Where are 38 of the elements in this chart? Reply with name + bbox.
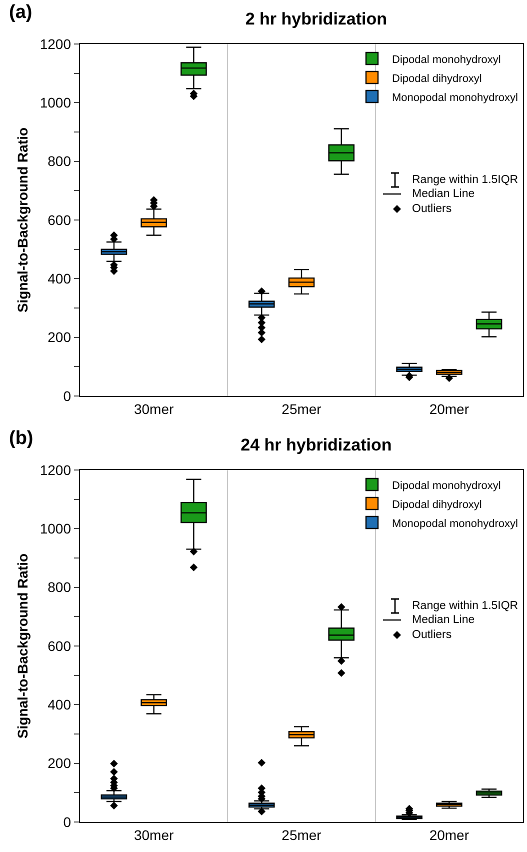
y-tick-label: 800 [48, 153, 72, 170]
y-axis-title: Signal-to-Background Ratio [14, 127, 31, 313]
legend-label: Dipodal monohydroxyl [392, 54, 501, 66]
legend-label: Monopodal monohydroxyl [392, 518, 518, 530]
x-tick-label: 20mer [429, 827, 470, 843]
annotation: Median Line [412, 614, 475, 626]
text: (a) [9, 2, 32, 23]
x-tick-label: 25mer [282, 827, 322, 843]
y-tick-label: 200 [48, 755, 72, 772]
y-tick-label: 400 [48, 696, 72, 713]
y-tick-label: 600 [48, 638, 72, 654]
annotation: Range within 1.5IQR [412, 174, 518, 186]
legend-label: Dipodal monohydroxyl [392, 480, 501, 492]
chart-title: 24 hr hybridization [240, 436, 392, 455]
x-tick-label: 30mer [134, 827, 174, 843]
y-tick-label: 1000 [40, 94, 72, 111]
y-axis-title: Signal-to-Background Ratio [14, 553, 31, 739]
legend-label: Dipodal dihydroxyl [392, 498, 482, 511]
y-tick-label: 1000 [40, 520, 72, 537]
y-tick-label: 1200 [40, 36, 72, 52]
annotation: Range within 1.5IQR [412, 600, 518, 612]
x-tick-label: 20mer [429, 401, 470, 417]
y-tick-label: 400 [48, 270, 72, 287]
y-tick-label: 200 [48, 329, 72, 346]
annotation: Median Line [412, 188, 475, 200]
legend-label: Dipodal dihydroxyl [392, 72, 482, 85]
annotation: Outliers [412, 203, 452, 215]
x-tick-label: 25mer [282, 401, 322, 417]
annotation: Outliers [412, 629, 452, 641]
y-tick-label: 800 [48, 579, 72, 596]
x-tick-label: 30mer [134, 401, 174, 417]
legend-label: Monopodal monohydroxyl [392, 92, 518, 104]
y-tick-label: 1200 [40, 462, 72, 478]
text: (b) [9, 428, 34, 449]
chart-title: 2 hr hybridization [245, 10, 388, 29]
y-tick-label: 0 [63, 388, 72, 404]
y-tick-label: 0 [63, 814, 72, 830]
y-tick-label: 600 [48, 212, 72, 228]
